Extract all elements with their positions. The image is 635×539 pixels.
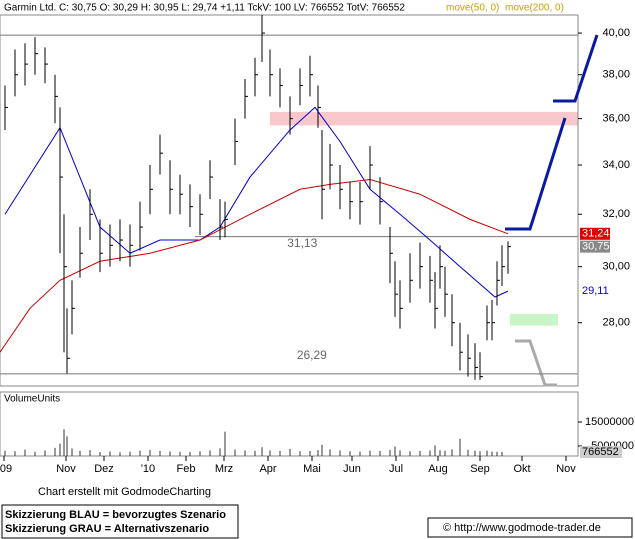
- url-box: [427, 517, 633, 538]
- x-tick-label: Nov: [56, 463, 76, 475]
- volume-tick-label: 15000000: [585, 416, 634, 428]
- x-tick-label: Aug: [428, 463, 448, 475]
- x-tick-label: Nov: [556, 463, 576, 475]
- x-tick-label: Jun: [343, 463, 361, 475]
- x-tick-label: 09: [0, 463, 12, 475]
- x-tick-label: Dez: [94, 463, 114, 475]
- x-tick-label: Jul: [389, 463, 403, 475]
- legend-grey: Skizzierung GRAU = Alternativszenario: [5, 523, 209, 535]
- x-tick-label: Mai: [303, 463, 321, 475]
- volume-last: 766552: [582, 446, 619, 458]
- volume-last-box: [580, 446, 622, 458]
- volume-title: VolumeUnits: [4, 394, 60, 405]
- credit: Chart erstellt mit GodmodeCharting: [38, 486, 211, 498]
- y-tick-label: 40,00: [602, 27, 630, 39]
- last-label: 29,11: [582, 285, 609, 297]
- last-label-box: [580, 240, 610, 253]
- y-tick-label: 34,00: [602, 159, 630, 171]
- zone: [270, 111, 578, 126]
- volume-panel: [0, 391, 579, 457]
- scenario-grey: [515, 339, 557, 387]
- price-panel: [0, 14, 579, 387]
- x-tick-label: Sep: [470, 463, 490, 475]
- x-tick-label: '10: [141, 463, 155, 475]
- last-label: 30,75: [582, 241, 610, 253]
- url: © http://www.godmode-trader.de: [443, 522, 601, 534]
- ma2-label: move(200, 0): [505, 3, 564, 14]
- header: Garmin Ltd. C: 30,75 O: 30,29 H: 30,95 L…: [4, 3, 405, 14]
- legend-blue: Skizzierung BLAU = bevorzugtes Szenario: [5, 509, 226, 521]
- x-tick-label: Mrz: [215, 463, 233, 475]
- x-tick-label: Apr: [259, 463, 276, 475]
- scenario-blue: [553, 34, 599, 103]
- y-tick-label: 28,00: [602, 317, 630, 329]
- y-tick-label: 36,00: [602, 113, 630, 125]
- support-label: 26,29: [297, 348, 327, 362]
- x-tick-label: Okt: [513, 463, 530, 475]
- moving-average: [0, 178, 509, 353]
- y-tick-label: 38,00: [602, 69, 630, 81]
- zone: [510, 314, 558, 326]
- last-label-box: [580, 227, 610, 240]
- support-label: 31,13: [287, 236, 317, 250]
- y-tick-label: 32,00: [602, 208, 630, 220]
- y-tick-label: 30,00: [602, 261, 630, 273]
- ma1-label: move(50, 0): [446, 3, 499, 14]
- legend-box: [1, 504, 239, 539]
- x-tick-label: Feb: [177, 463, 196, 475]
- last-label: 31,24: [582, 228, 610, 240]
- last-label-box: [580, 285, 610, 298]
- scenario-blue: [505, 117, 567, 231]
